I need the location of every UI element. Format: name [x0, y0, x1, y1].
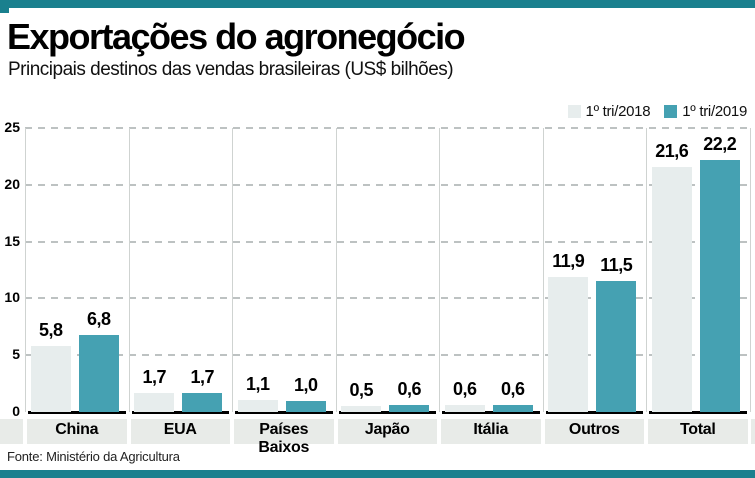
legend-label-2018: 1º tri/2018 — [585, 103, 651, 120]
page-title: Exportações do agronegócio — [7, 16, 466, 57]
bar-1-tri-2018-total — [651, 166, 692, 412]
bar-1-tri-2018-outros — [548, 276, 589, 412]
bottom-accent-strip — [0, 470, 755, 478]
bar-1-tri-2018-eua — [134, 392, 175, 412]
y-axis-tick-0: 0 — [12, 403, 20, 419]
label-band-eua — [130, 419, 230, 444]
y-axis-tick-25: 25 — [4, 119, 20, 135]
x-axis-baseline-total — [649, 411, 747, 414]
value-label-1-tri-2019-china: 6,8 — [86, 308, 111, 329]
bar-1-tri-2019-ita-lia — [492, 405, 533, 412]
bar-1-tri-2018-china — [30, 346, 71, 412]
value-label-1-tri-2019-pai-ses-baixos: 1,0 — [293, 374, 318, 395]
bar-1-tri-2019-pai-ses-baixos — [285, 400, 326, 412]
value-label-1-tri-2019-eua: 1,7 — [190, 366, 215, 387]
gridline-5 — [25, 354, 750, 357]
legend-swatch-2018 — [567, 105, 581, 118]
gridline-20 — [25, 183, 750, 186]
value-label-1-tri-2018-ita-lia: 0,6 — [452, 379, 477, 400]
value-label-1-tri-2019-ita-lia: 0,6 — [500, 379, 525, 400]
source-note: Fonte: Ministério da Agricultura — [7, 449, 180, 464]
x-axis-baseline-japa-o — [338, 411, 436, 414]
top-accent-strip — [0, 0, 755, 8]
category-label-total: Total — [679, 421, 716, 438]
category-separator-3 — [335, 128, 337, 412]
category-label-pai-ses-baixos: Países Baixos — [258, 421, 310, 456]
value-label-1-tri-2019-japa-o: 0,6 — [397, 379, 422, 400]
y-axis-tick-5: 5 — [12, 346, 20, 363]
y-axis-tick-20: 20 — [4, 175, 20, 192]
bar-1-tri-2018-japa-o — [341, 406, 382, 412]
category-label-eua: EUA — [163, 421, 197, 438]
y-axis-tick-10: 10 — [4, 289, 20, 306]
gridline-25 — [25, 127, 750, 129]
label-band-left — [0, 419, 23, 444]
bar-1-tri-2019-eua — [182, 392, 223, 412]
bar-1-tri-2019-japa-o — [389, 405, 430, 412]
value-label-1-tri-2018-total: 21,6 — [655, 140, 689, 161]
value-label-1-tri-2019-outros: 11,5 — [600, 255, 633, 276]
page-subtitle: Principais destinos das vendas brasileir… — [8, 59, 454, 80]
value-label-1-tri-2018-outros: 11,9 — [552, 250, 585, 271]
category-label-ita-lia: Itália — [473, 421, 509, 438]
top-accent-strip-tab — [0, 8, 9, 13]
category-separator-0 — [25, 128, 26, 412]
bar-1-tri-2019-outros — [596, 281, 637, 412]
category-label-china: China — [55, 421, 99, 438]
bar-1-tri-2018-ita-lia — [444, 405, 485, 412]
legend-item-2019: 1º tri/2019 — [664, 103, 747, 120]
label-band-china — [27, 419, 127, 444]
x-axis-baseline-outros — [545, 411, 643, 414]
y-axis-tick-15: 15 — [4, 232, 20, 249]
legend-item-2018: 1º tri/2018 — [567, 103, 651, 120]
gridline-10 — [25, 297, 750, 300]
value-label-1-tri-2018-eua: 1,7 — [142, 366, 167, 387]
category-separator-7 — [749, 128, 751, 412]
value-label-1-tri-2019-total: 22,2 — [703, 133, 737, 154]
value-label-1-tri-2018-china: 5,8 — [38, 320, 63, 341]
category-label-outros: Outros — [568, 421, 620, 438]
legend-swatch-2019 — [664, 105, 678, 118]
label-band-japa-o — [337, 419, 437, 444]
category-separator-6 — [646, 128, 647, 412]
chart-legend: 1º tri/2018 1º tri/2019 — [567, 103, 747, 120]
bar-1-tri-2019-china — [78, 334, 119, 412]
category-separator-5 — [542, 128, 544, 412]
x-axis-baseline-ita-lia — [442, 411, 540, 414]
x-axis-baseline-eua — [131, 411, 229, 414]
category-label-japa-o: Japão — [364, 421, 410, 438]
x-axis-baseline-china — [28, 411, 126, 414]
bar-1-tri-2019-total — [699, 159, 740, 412]
label-band-ita-lia — [441, 419, 541, 444]
value-label-1-tri-2018-japa-o: 0,5 — [349, 380, 374, 401]
label-band-right — [750, 419, 755, 444]
value-label-1-tri-2018-pai-ses-baixos: 1,1 — [245, 373, 270, 394]
category-separator-1 — [128, 128, 130, 412]
bar-1-tri-2018-pai-ses-baixos — [237, 399, 278, 412]
category-separator-2 — [232, 128, 233, 412]
label-band-outros — [544, 419, 644, 444]
category-separator-4 — [439, 128, 440, 412]
legend-label-2019: 1º tri/2019 — [682, 103, 747, 120]
x-axis-baseline-pai-ses-baixos — [235, 411, 333, 414]
label-band-total — [648, 419, 748, 444]
gridline-15 — [25, 240, 750, 243]
label-band-pai-ses-baixos — [234, 419, 334, 444]
